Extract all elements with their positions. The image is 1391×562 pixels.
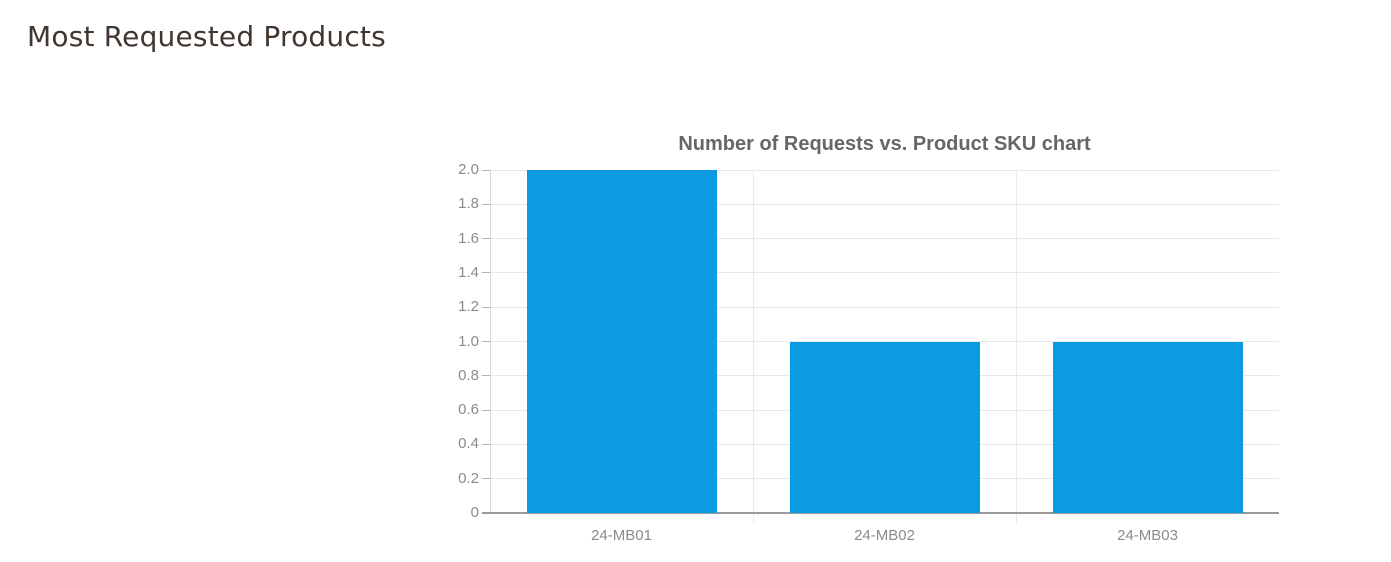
y-tick-mark [482,375,490,377]
y-axis-tick-label: 0.8 [458,366,479,384]
bar-24-MB03[interactable] [1052,341,1243,513]
y-axis-tick-label: 1.4 [458,263,479,281]
category-divider-line [752,170,754,523]
y-tick-mark [482,478,490,480]
y-tick-mark [482,443,490,445]
y-axis-tick-label: 1.2 [458,298,479,316]
y-tick-mark [482,238,490,240]
y-axis-tick-label: 0.6 [458,401,479,419]
category-divider-line [1015,170,1017,523]
y-tick-mark [482,169,490,171]
y-tick-mark [482,341,490,342]
y-axis-tick-label: 1.8 [458,195,479,213]
y-tick-mark [482,272,490,274]
x-axis-category-label: 24-MB02 [854,527,915,544]
y-axis-line [490,170,491,513]
bar-24-MB01[interactable] [526,170,717,513]
requests-chart: Number of Requests vs. Product SKU chart… [458,132,1279,544]
y-tick-mark [482,306,490,308]
y-tick-mark [482,203,490,205]
y-gridline [490,203,1279,205]
x-axis-line [482,512,1279,514]
y-axis-tick-label: 1.0 [458,332,479,350]
y-axis-tick-label: 1.6 [458,229,479,247]
x-axis-category-label: 24-MB01 [591,527,652,544]
y-tick-mark [482,409,490,411]
y-axis-tick-label: 2.0 [458,161,479,178]
plot-area: 0 0.2 0.4 0.6 0.8 1.0 1.2 1.4 1.6 1.8 2.0 24-MB01 24… [458,161,1279,544]
y-axis-tick-label: 0.4 [458,435,479,453]
y-axis-tick-label: 0 [470,504,479,521]
y-axis-tick-label: 0.2 [458,469,479,487]
page-title: Most Requested Products [27,20,386,53]
bar-24-MB02[interactable] [789,341,980,513]
y-gridline [490,306,1279,308]
y-gridline [490,238,1279,240]
y-gridline [490,169,1279,171]
x-axis-category-label: 24-MB03 [1117,527,1178,544]
y-gridline [490,272,1279,274]
chart-title: Number of Requests vs. Product SKU chart [678,133,1091,155]
